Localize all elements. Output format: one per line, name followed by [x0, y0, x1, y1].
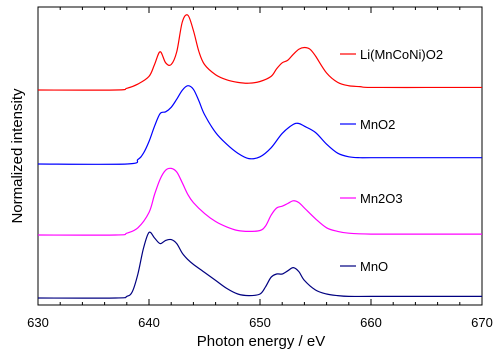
x-axis-title: Photon energy / eV [197, 333, 325, 350]
legend-label: MnO [360, 259, 388, 274]
series-line [37, 231, 482, 299]
x-tick-label: 670 [471, 315, 493, 330]
x-tick-label: 660 [360, 315, 382, 330]
legend-label: Li(MnCoNi)O2 [360, 47, 443, 62]
y-axis-title: Normalized intensity [9, 88, 26, 224]
x-axis-ticks [37, 7, 483, 305]
legend-label: MnO2 [360, 117, 395, 132]
series-line [37, 14, 482, 91]
x-axis-tick-labels: 630 640 650 660 670 [27, 315, 493, 330]
x-tick-label: 650 [249, 315, 271, 330]
legend: Li(MnCoNi)O2 MnO2 Mn2O3 MnO [340, 47, 443, 274]
series-line [37, 167, 482, 236]
series-lines [37, 14, 482, 299]
series-line [37, 85, 482, 165]
x-tick-label: 630 [27, 315, 49, 330]
legend-label: Mn2O3 [360, 191, 403, 206]
x-tick-label: 640 [138, 315, 160, 330]
